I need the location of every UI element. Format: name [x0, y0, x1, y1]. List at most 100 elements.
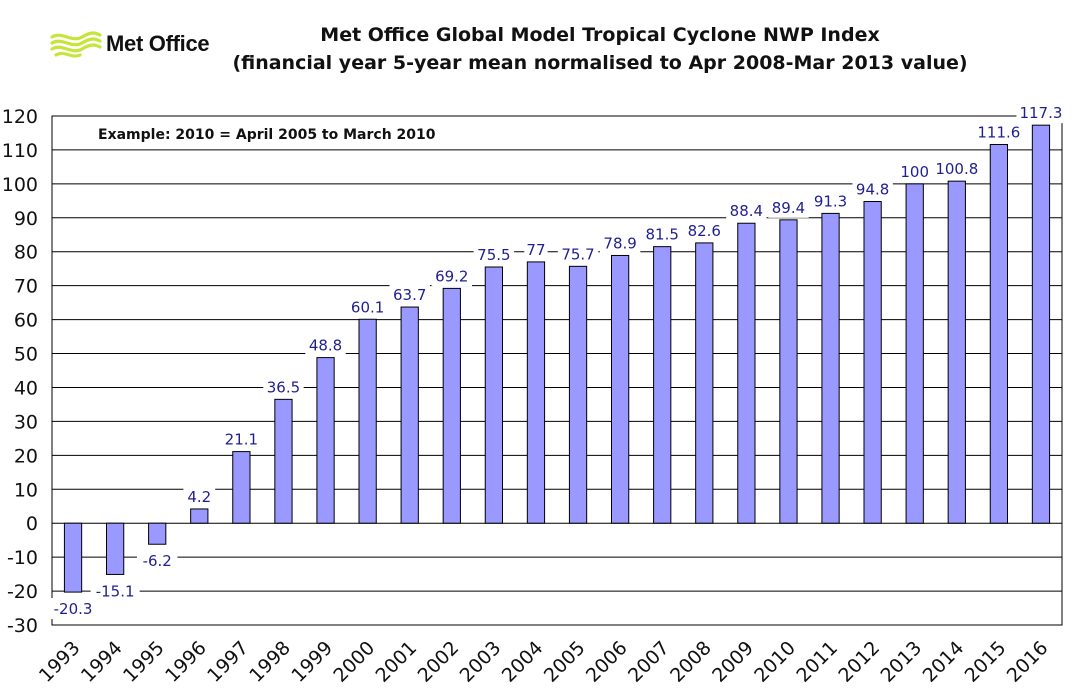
data-label: 94.8: [856, 181, 889, 199]
bar: [779, 219, 798, 524]
x-tick-label: 2009: [708, 637, 758, 687]
x-tick-label: 2005: [540, 637, 590, 687]
bar: [653, 246, 672, 524]
data-label-background: [137, 550, 178, 572]
bar: [695, 242, 714, 524]
data-label-background: [524, 238, 548, 260]
bar: [863, 201, 882, 524]
data-label-background: [90, 580, 140, 602]
data-label-background: [810, 190, 851, 212]
y-tick-label: 90: [14, 208, 38, 230]
x-tick-label: 2006: [582, 637, 632, 687]
bar: [442, 287, 461, 524]
x-tick-label: 1997: [203, 637, 253, 687]
bar: [148, 522, 167, 545]
y-tick-label: 110: [2, 140, 38, 162]
data-label-background: [898, 160, 931, 182]
bar: [947, 180, 966, 524]
data-label-background: [263, 376, 304, 398]
x-tick-label: 2001: [371, 637, 421, 687]
data-label: -20.3: [54, 600, 93, 618]
x-tick-label: 2007: [624, 637, 674, 687]
bar: [358, 318, 377, 524]
data-label: 88.4: [730, 202, 763, 220]
data-label: 4.2: [187, 488, 211, 506]
data-label: 77: [526, 241, 545, 259]
x-tick-label: 2008: [666, 637, 716, 687]
data-label: 75.7: [561, 245, 594, 263]
bar: [989, 144, 1009, 524]
data-label-background: [726, 200, 767, 222]
bar: [610, 254, 630, 524]
x-tick-label: 2013: [876, 637, 926, 687]
x-tick-label: 2014: [919, 637, 969, 687]
data-label-background: [642, 223, 683, 245]
data-label-background: [221, 428, 262, 450]
y-tick-label: 50: [14, 344, 38, 366]
bar: [316, 357, 335, 524]
x-tick-label: 2000: [329, 637, 379, 687]
data-label-background: [1016, 102, 1066, 124]
data-label: 117.3: [1019, 104, 1062, 122]
x-tick-label: 2010: [750, 637, 800, 687]
x-axis-tick-labels: 1993199419951996199719981999200020012002…: [35, 637, 1053, 687]
data-label: 69.2: [435, 267, 468, 285]
y-tick-label: 100: [2, 174, 38, 196]
y-axis-tick-labels: -30 -20 -10 0 10 20 30 40 50 60 70 80 90 100 110 120: [2, 106, 38, 637]
data-label: 100.8: [935, 160, 978, 178]
x-tick-label: 2012: [834, 637, 884, 687]
data-label: 111.6: [977, 124, 1020, 142]
chart-title: Met Office Global Model Tropical Cyclone…: [320, 24, 880, 46]
data-label: 75.5: [477, 246, 510, 264]
bar: [1031, 124, 1051, 524]
x-tick-label: 2011: [792, 637, 842, 687]
y-tick-label: 30: [14, 411, 38, 433]
bar: [63, 522, 83, 593]
bar: [821, 212, 840, 524]
y-tick-label: -30: [7, 615, 38, 637]
met-office-swirl-logo-icon: [50, 31, 102, 58]
data-label-background: [852, 178, 893, 200]
bar: [737, 222, 756, 524]
x-tick-label: 1999: [287, 637, 337, 687]
data-label-background: [389, 284, 430, 306]
data-label: 48.8: [309, 337, 342, 355]
bar: [905, 183, 924, 524]
plot-area-frame: [51, 115, 1063, 626]
x-tick-label: 1994: [77, 637, 127, 687]
chart-subtitle: (financial year 5-year mean normalised t…: [232, 52, 968, 74]
x-tick-label: 2016: [1003, 637, 1053, 687]
x-tick-label: 2002: [414, 637, 464, 687]
data-label-background: [557, 243, 599, 265]
bar: [190, 508, 209, 524]
data-label-background: [431, 265, 472, 287]
x-tick-label: 1998: [245, 637, 295, 687]
bar: [568, 265, 588, 524]
y-tick-label: -10: [7, 547, 38, 569]
data-label-background: [599, 232, 641, 254]
data-label: 63.7: [393, 286, 426, 304]
data-label-background: [974, 121, 1024, 143]
data-label-background: [347, 296, 388, 318]
bar: [105, 522, 125, 575]
x-tick-label: 2004: [498, 637, 548, 687]
data-label: 82.6: [688, 222, 721, 240]
x-tick-label: 1996: [161, 637, 211, 687]
x-tick-label: 2003: [456, 637, 506, 687]
y-tick-label: -20: [7, 581, 38, 603]
data-label: 81.5: [646, 226, 679, 244]
data-label-background: [768, 196, 809, 218]
x-tick-label: 1995: [119, 637, 169, 687]
y-tick-label: 70: [14, 276, 38, 298]
data-label: 21.1: [225, 431, 258, 449]
data-label: 78.9: [603, 234, 636, 252]
y-tick-label: 80: [14, 242, 38, 264]
data-label: 91.3: [814, 192, 847, 210]
y-tick-label: 20: [14, 445, 38, 467]
bar: [400, 306, 419, 524]
bar: [484, 266, 504, 524]
data-label: -6.2: [143, 552, 172, 570]
data-label-background: [684, 219, 725, 241]
data-label: -15.1: [96, 582, 135, 600]
